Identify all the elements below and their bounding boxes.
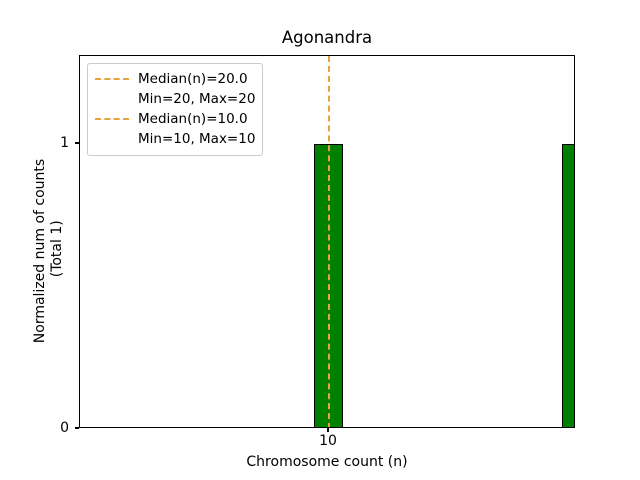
legend-row-0-sub: Min=20, Max=20 <box>95 89 255 109</box>
y-tick-label-1: 1 <box>60 135 69 151</box>
legend: Median(n)=20.0 Min=20, Max=20 Median(n)=… <box>87 63 264 156</box>
legend-row-1: Median(n)=10.0 <box>95 109 255 129</box>
legend-row-0: Median(n)=20.0 <box>95 69 255 89</box>
legend-label-0-line1: Median(n)=20.0 <box>138 70 248 87</box>
legend-label-1-line2: Min=10, Max=10 <box>138 130 256 147</box>
x-tick-label-10: 10 <box>319 433 337 449</box>
median-line-10 <box>328 56 330 427</box>
legend-entry-1: Median(n)=10.0 Min=10, Max=10 <box>95 109 255 149</box>
y-tick-label-0: 0 <box>60 420 69 436</box>
y-tick-mark-0 <box>75 427 79 429</box>
chart-title: Agonandra <box>281 28 373 47</box>
legend-row-1-sub: Min=10, Max=10 <box>95 129 255 149</box>
legend-label-1-line1: Median(n)=10.0 <box>138 110 248 127</box>
x-tick-mark-10 <box>327 428 329 432</box>
legend-entry-0: Median(n)=20.0 Min=20, Max=20 <box>95 69 255 109</box>
legend-dashed-line-icon-0 <box>95 72 129 86</box>
y-axis-label: Normalized num of counts (Total 1) <box>32 158 65 344</box>
legend-label-0-line2: Min=20, Max=20 <box>138 90 256 107</box>
x-axis-label: Chromosome count (n) <box>246 454 408 470</box>
y-tick-mark-1 <box>75 142 79 144</box>
plot-area: Median(n)=20.0 Min=20, Max=20 Median(n)=… <box>79 55 575 428</box>
bar-n-20 <box>562 144 574 427</box>
legend-dashed-line-icon-1 <box>95 112 129 126</box>
